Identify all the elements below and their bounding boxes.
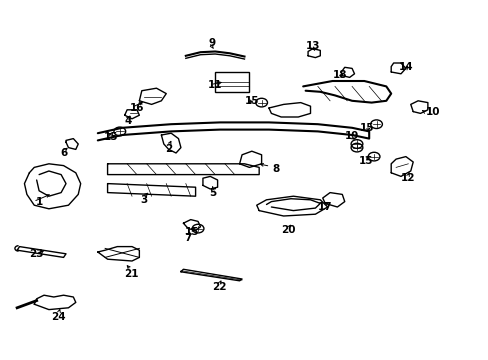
Text: 20: 20 — [281, 225, 295, 235]
Bar — [215, 72, 249, 92]
Text: 7: 7 — [184, 233, 192, 243]
Text: 21: 21 — [123, 269, 138, 279]
Text: 17: 17 — [317, 202, 332, 212]
Text: 15: 15 — [358, 156, 372, 166]
Text: 14: 14 — [398, 62, 412, 72]
Text: 3: 3 — [141, 195, 147, 205]
Text: 5: 5 — [209, 188, 216, 198]
Text: 12: 12 — [400, 173, 415, 183]
Text: 2: 2 — [165, 144, 172, 154]
Text: 15: 15 — [184, 227, 199, 237]
Text: 19: 19 — [344, 131, 359, 141]
Text: 9: 9 — [208, 38, 215, 48]
Text: 23: 23 — [29, 249, 44, 259]
Text: 16: 16 — [129, 103, 144, 113]
Text: 1: 1 — [36, 197, 42, 207]
Text: 15: 15 — [104, 132, 119, 142]
Text: 11: 11 — [207, 80, 222, 90]
Text: 18: 18 — [332, 69, 346, 80]
Text: 13: 13 — [305, 41, 320, 51]
Text: 10: 10 — [425, 107, 439, 117]
Text: 15: 15 — [359, 123, 373, 133]
Text: 6: 6 — [60, 148, 67, 158]
Text: 15: 15 — [244, 96, 259, 106]
Text: 8: 8 — [272, 164, 279, 174]
Text: 4: 4 — [124, 116, 132, 126]
Text: 24: 24 — [51, 312, 66, 322]
Text: 22: 22 — [211, 282, 226, 292]
